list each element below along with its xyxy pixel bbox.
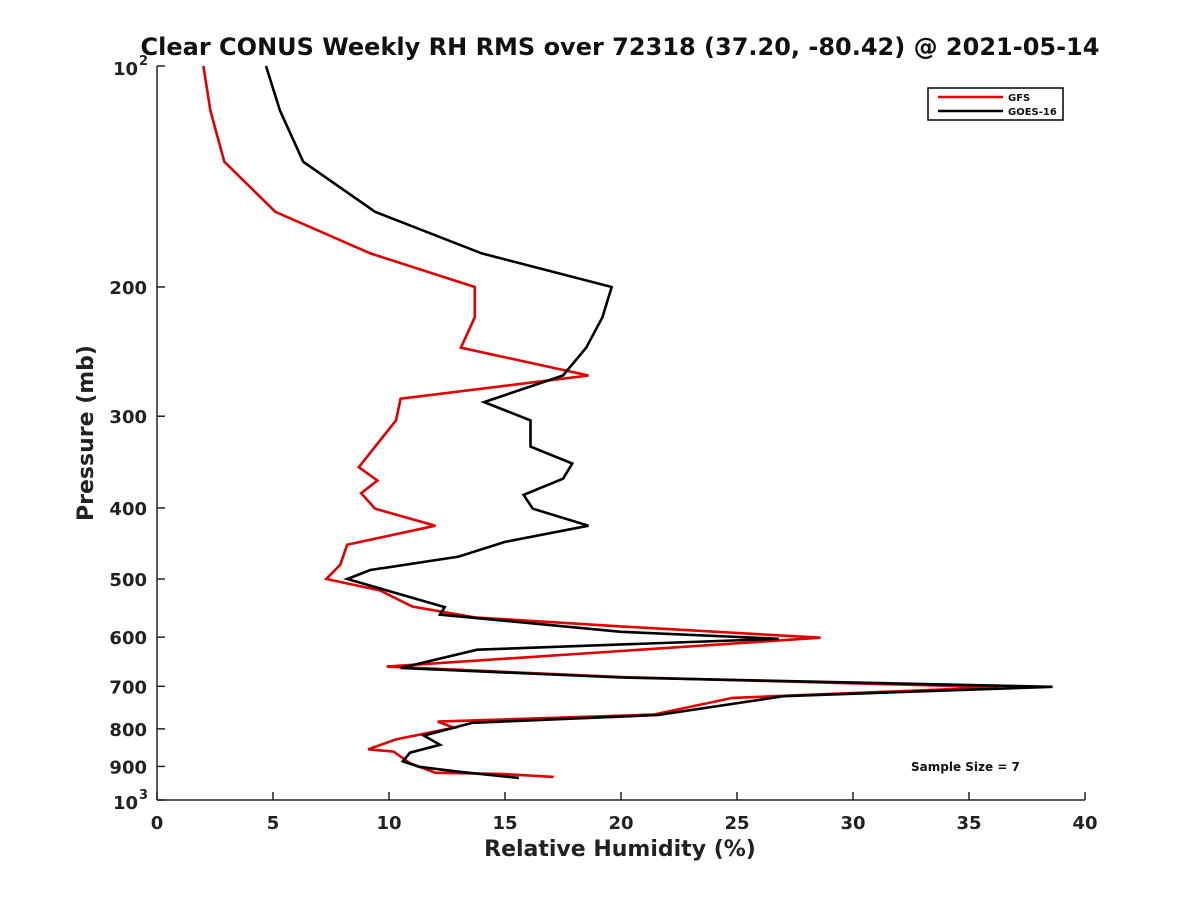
x-tick-label: 10 — [376, 813, 401, 834]
x-tick-label: 5 — [267, 813, 280, 834]
y-tick-label: 300 — [109, 407, 147, 428]
x-tick-label: 0 — [151, 813, 164, 834]
x-tick-label: 40 — [1072, 813, 1097, 834]
x-tick-label: 25 — [724, 813, 749, 834]
y-tick-label: 700 — [109, 677, 147, 698]
y-tick-label: 500 — [109, 570, 147, 591]
x-axis-label: Relative Humidity (%) — [484, 837, 756, 862]
x-tick-label: 30 — [840, 813, 865, 834]
y-tick-exponent: 2 — [139, 54, 148, 69]
legend-entry-goes16: GOES-16 — [1008, 107, 1057, 118]
legend: GFS GOES-16 — [927, 87, 1064, 121]
x-tick-label: 20 — [608, 813, 633, 834]
y-tick-label: 200 — [109, 278, 147, 299]
chart-title: Clear CONUS Weekly RH RMS over 72318 (37… — [141, 33, 1100, 61]
x-tick-label: 15 — [492, 813, 517, 834]
legend-entry-gfs: GFS — [1008, 93, 1030, 104]
y-tick-label: 800 — [109, 720, 147, 741]
series-line-goes16 — [264, 65, 1053, 780]
y-tick-label: 400 — [109, 499, 147, 520]
y-tick-exponent: 3 — [139, 788, 148, 803]
y-tick-label: 900 — [109, 757, 147, 778]
series-line-gfs — [202, 65, 1000, 779]
y-tick-label: 10 — [113, 793, 138, 814]
y-tick-label: 10 — [113, 59, 138, 80]
sample-size-annotation: Sample Size = 7 — [911, 760, 1020, 774]
x-tick-label: 35 — [956, 813, 981, 834]
y-axis-label: Pressure (mb) — [74, 345, 99, 521]
series-lines — [202, 65, 1053, 780]
y-tick-label: 600 — [109, 628, 147, 649]
legend-box — [927, 87, 1064, 121]
